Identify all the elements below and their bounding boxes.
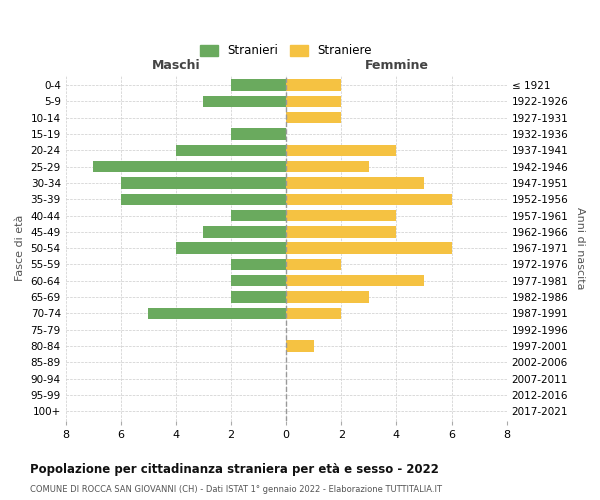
Bar (231, 210, 286, 221)
Bar (286, 144, 397, 156)
Bar (286, 161, 369, 172)
Bar (231, 275, 286, 286)
Bar (286, 112, 341, 124)
Bar (231, 258, 286, 270)
Bar (231, 80, 286, 91)
Text: COMUNE DI ROCCA SAN GIOVANNI (CH) - Dati ISTAT 1° gennaio 2022 - Elaborazione TU: COMUNE DI ROCCA SAN GIOVANNI (CH) - Dati… (30, 486, 442, 494)
Bar (286, 275, 424, 286)
Bar (203, 96, 286, 107)
Bar (93, 161, 286, 172)
Bar (286, 96, 341, 107)
Bar (286, 194, 452, 205)
Legend: Stranieri, Straniere: Stranieri, Straniere (196, 40, 377, 62)
Bar (286, 242, 452, 254)
Bar (148, 308, 286, 319)
Bar (286, 226, 397, 237)
Bar (176, 242, 286, 254)
Bar (286, 308, 341, 319)
Bar (121, 177, 286, 188)
Bar (286, 80, 341, 91)
Y-axis label: Fasce di età: Fasce di età (15, 215, 25, 282)
Bar (176, 144, 286, 156)
Bar (286, 340, 314, 351)
Text: Maschi: Maschi (152, 59, 200, 72)
Text: Femmine: Femmine (364, 59, 428, 72)
Bar (231, 128, 286, 140)
Bar (231, 292, 286, 303)
Y-axis label: Anni di nascita: Anni di nascita (575, 207, 585, 290)
Text: Popolazione per cittadinanza straniera per età e sesso - 2022: Popolazione per cittadinanza straniera p… (30, 462, 439, 475)
Bar (203, 226, 286, 237)
Bar (286, 177, 424, 188)
Bar (286, 292, 369, 303)
Bar (286, 210, 397, 221)
Bar (121, 194, 286, 205)
Bar (286, 258, 341, 270)
